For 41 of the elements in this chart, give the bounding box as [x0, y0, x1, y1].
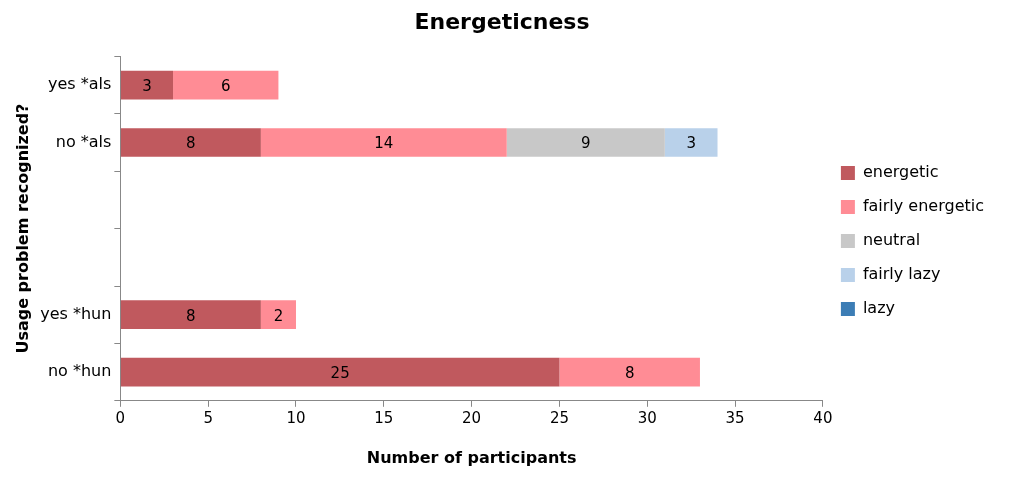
data-label: 9 — [581, 134, 591, 153]
data-label: 2 — [273, 306, 284, 325]
bar — [120, 70, 174, 100]
x-tick-label: 25 — [549, 408, 569, 427]
data-label: 8 — [624, 363, 635, 382]
bar — [120, 357, 560, 387]
legend-label: fairly lazy — [862, 264, 941, 284]
bar — [173, 70, 279, 100]
legend-label: lazy — [862, 298, 896, 318]
y-tick-label: no *hun — [47, 361, 112, 381]
y-tick-label: yes *als — [48, 74, 112, 94]
x-axis-title: Number of participants — [366, 447, 577, 467]
x-tick-label: 10 — [286, 408, 306, 427]
x-tick-label: 30 — [637, 408, 657, 427]
bar — [260, 300, 296, 330]
legend-label: neutral — [862, 230, 921, 250]
y-tick-label: yes *hun — [40, 303, 112, 323]
bar — [506, 128, 665, 157]
x-tick-label: 15 — [374, 408, 394, 427]
data-label: 8 — [186, 134, 196, 153]
data-label: 6 — [220, 76, 231, 95]
bar — [120, 128, 261, 157]
data-label: 3 — [686, 134, 696, 153]
x-tick-label: 40 — [813, 408, 833, 427]
x-tick-label: 20 — [462, 408, 482, 427]
bar — [664, 128, 718, 157]
bar — [260, 128, 507, 157]
x-tick-label: 0 — [115, 408, 126, 427]
data-label: 8 — [186, 306, 196, 325]
x-tick-label: 5 — [203, 408, 213, 427]
data-label: 25 — [330, 363, 350, 382]
x-tick-label: 35 — [725, 408, 745, 427]
y-tick-label: no *als — [55, 131, 112, 151]
y-axis-title: Usage problem recognized? — [12, 103, 32, 354]
legend-label: energetic — [862, 162, 939, 182]
data-label: 3 — [142, 76, 152, 95]
bar — [120, 300, 261, 330]
chart-title: Energeticness — [414, 8, 590, 34]
legend-label: fairly energetic — [862, 196, 985, 216]
data-label: 14 — [374, 134, 394, 153]
bar — [559, 357, 700, 387]
